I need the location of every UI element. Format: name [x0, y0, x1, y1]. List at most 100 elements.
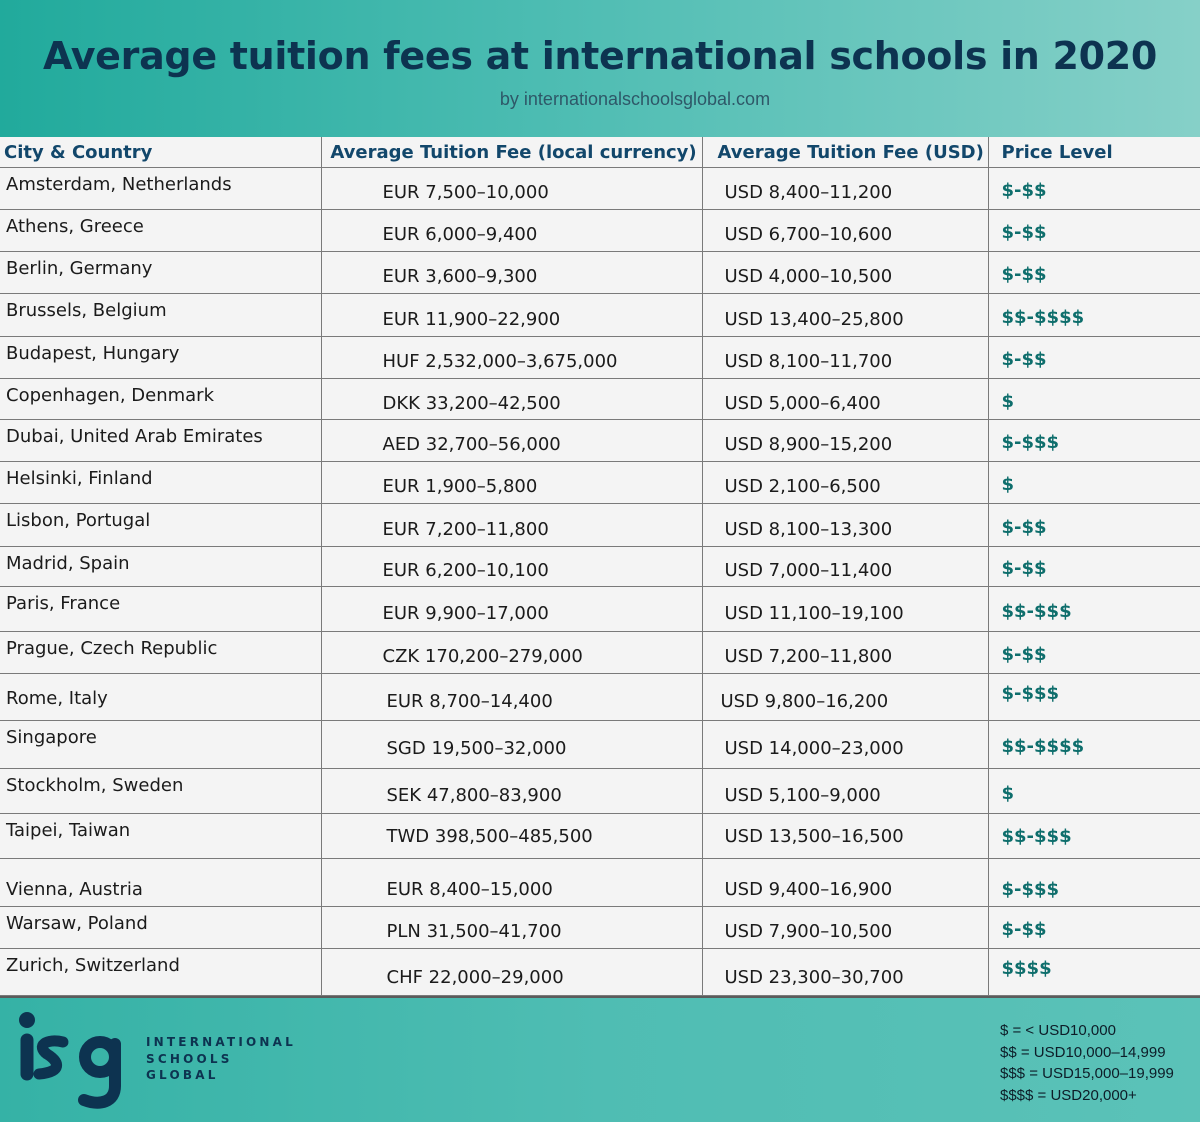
header-banner: Average tuition fees at international sc… — [0, 0, 1200, 137]
local-fee-cell: EUR 7,200–11,800 — [321, 503, 703, 547]
table-row: Warsaw, Poland PLN 31,500–41,700 USD 7,9… — [0, 906, 1200, 949]
table-row: Lisbon, Portugal EUR 7,200–11,800 USD 8,… — [0, 503, 1200, 547]
city-cell: Helsinki, Finland — [0, 461, 322, 504]
city-cell: Vienna, Austria — [0, 858, 322, 907]
price-level-cell: $$-$$$$ — [988, 293, 1200, 337]
usd-fee-cell: USD 7,000–11,400 — [702, 546, 989, 587]
local-fee-cell: PLN 31,500–41,700 — [321, 906, 703, 949]
price-legend: $ = < USD10,000 $$ = USD10,000–14,999 $$… — [1000, 1020, 1174, 1106]
usd-fee-cell: USD 8,400–11,200 — [702, 167, 989, 210]
table-row: Dubai, United Arab Emirates AED 32,700–5… — [0, 419, 1200, 462]
usd-fee-cell: USD 11,100–19,100 — [702, 586, 989, 632]
price-level-cell: $$$$ — [988, 948, 1200, 996]
table-row: Brussels, Belgium EUR 11,900–22,900 USD … — [0, 293, 1200, 337]
local-fee-cell: DKK 33,200–42,500 — [321, 378, 703, 420]
table-row: Helsinki, Finland EUR 1,900–5,800 USD 2,… — [0, 461, 1200, 504]
logo-line: GLOBAL — [146, 1068, 219, 1082]
local-fee-cell: SEK 47,800–83,900 — [321, 768, 703, 814]
city-cell: Prague, Czech Republic — [0, 631, 322, 674]
column-header-city: City & Country — [0, 137, 322, 168]
city-cell: Rome, Italy — [0, 673, 322, 721]
price-level-cell: $-$$$ — [988, 419, 1200, 462]
table-row: Budapest, Hungary HUF 2,532,000–3,675,00… — [0, 336, 1200, 379]
local-fee-cell: TWD 398,500–485,500 — [321, 813, 703, 859]
local-fee-cell: HUF 2,532,000–3,675,000 — [321, 336, 703, 379]
city-cell: Athens, Greece — [0, 209, 322, 252]
column-header-usd-fee: Average Tuition Fee (USD) — [702, 137, 989, 168]
usd-fee-cell: USD 13,400–25,800 — [702, 293, 989, 337]
city-cell: Amsterdam, Netherlands — [0, 167, 322, 210]
usd-fee-cell: USD 5,000–6,400 — [702, 378, 989, 420]
usd-fee-cell: USD 8,100–13,300 — [702, 503, 989, 547]
price-level-cell: $-$$ — [988, 251, 1200, 294]
usd-fee-cell: USD 8,100–11,700 — [702, 336, 989, 379]
city-cell: Berlin, Germany — [0, 251, 322, 294]
legend-item: $$ = USD10,000–14,999 — [1000, 1043, 1166, 1061]
usd-fee-cell: USD 9,800–16,200 — [702, 673, 989, 721]
usd-fee-cell: USD 6,700–10,600 — [702, 209, 989, 252]
logo-line: INTERNATIONAL — [146, 1035, 296, 1049]
usd-fee-cell: USD 23,300–30,700 — [702, 948, 989, 996]
usd-fee-cell: USD 7,200–11,800 — [702, 631, 989, 674]
legend-item: $$$$ = USD20,000+ — [1000, 1086, 1137, 1104]
usd-fee-cell: USD 7,900–10,500 — [702, 906, 989, 949]
page-title: Average tuition fees at international sc… — [42, 34, 1158, 78]
usd-fee-cell: USD 14,000–23,000 — [702, 720, 989, 769]
city-cell: Warsaw, Poland — [0, 906, 322, 949]
price-level-cell: $-$$ — [988, 906, 1200, 949]
table-row: Madrid, Spain EUR 6,200–10,100 USD 7,000… — [0, 546, 1200, 587]
city-cell: Stockholm, Sweden — [0, 768, 322, 814]
page-subtitle: by internationalschoolsglobal.com — [499, 89, 771, 109]
table-row: Zurich, Switzerland CHF 22,000–29,000 US… — [0, 948, 1200, 996]
local-fee-cell: EUR 7,500–10,000 — [321, 167, 703, 210]
local-fee-cell: EUR 6,200–10,100 — [321, 546, 703, 587]
column-header-price-level: Price Level — [988, 137, 1200, 168]
city-cell: Taipei, Taiwan — [0, 813, 322, 859]
tuition-table: City & Country Average Tuition Fee (loca… — [0, 137, 1200, 996]
table-row: Stockholm, Sweden SEK 47,800–83,900 USD … — [0, 768, 1200, 814]
local-fee-cell: CHF 22,000–29,000 — [321, 948, 703, 996]
footer-banner: INTERNATIONAL SCHOOLS GLOBAL $ = < USD10… — [0, 996, 1200, 1122]
usd-fee-cell: USD 5,100–9,000 — [702, 768, 989, 814]
table-row: Singapore SGD 19,500–32,000 USD 14,000–2… — [0, 720, 1200, 769]
local-fee-cell: EUR 6,000–9,400 — [321, 209, 703, 252]
usd-fee-cell: USD 4,000–10,500 — [702, 251, 989, 294]
local-fee-cell: EUR 3,600–9,300 — [321, 251, 703, 294]
local-fee-cell: AED 32,700–56,000 — [321, 419, 703, 462]
table-row: Copenhagen, Denmark DKK 33,200–42,500 US… — [0, 378, 1200, 420]
city-cell: Zurich, Switzerland — [0, 948, 322, 996]
usd-fee-cell: USD 2,100–6,500 — [702, 461, 989, 504]
city-cell: Lisbon, Portugal — [0, 503, 322, 547]
table-row: Amsterdam, Netherlands EUR 7,500–10,000 … — [0, 167, 1200, 210]
city-cell: Madrid, Spain — [0, 546, 322, 587]
local-fee-cell: CZK 170,200–279,000 — [321, 631, 703, 674]
price-level-cell: $$-$$$ — [988, 813, 1200, 859]
price-level-cell: $-$$ — [988, 167, 1200, 210]
legend-item: $ = < USD10,000 — [1000, 1022, 1116, 1039]
column-header-local-fee: Average Tuition Fee (local currency) — [321, 137, 703, 168]
table-row: Athens, Greece EUR 6,000–9,400 USD 6,700… — [0, 209, 1200, 252]
price-level-cell: $ — [988, 768, 1200, 814]
price-level-cell: $-$$ — [988, 631, 1200, 674]
table-row: Prague, Czech Republic CZK 170,200–279,0… — [0, 631, 1200, 674]
price-level-cell: $ — [988, 461, 1200, 504]
city-cell: Singapore — [0, 720, 322, 769]
logo-wordmark: INTERNATIONAL SCHOOLS GLOBAL — [146, 1034, 296, 1084]
table-row: Rome, Italy EUR 8,700–14,400 USD 9,800–1… — [0, 673, 1200, 721]
price-level-cell: $$-$$$$ — [988, 720, 1200, 769]
table-body: Amsterdam, Netherlands EUR 7,500–10,000 … — [0, 167, 1200, 996]
price-level-cell: $-$$$ — [988, 673, 1200, 721]
price-level-cell: $-$$$ — [988, 858, 1200, 907]
local-fee-cell: EUR 9,900–17,000 — [321, 586, 703, 632]
usd-fee-cell: USD 9,400–16,900 — [702, 858, 989, 907]
city-cell: Budapest, Hungary — [0, 336, 322, 379]
legend-item: $$$ = USD15,000–19,999 — [1000, 1065, 1174, 1082]
table-row: Berlin, Germany EUR 3,600–9,300 USD 4,00… — [0, 251, 1200, 294]
city-cell: Copenhagen, Denmark — [0, 378, 322, 420]
table-row: Taipei, Taiwan TWD 398,500–485,500 USD 1… — [0, 813, 1200, 859]
city-cell: Paris, France — [0, 586, 322, 632]
price-level-cell: $-$$ — [988, 503, 1200, 547]
local-fee-cell: EUR 8,700–14,400 — [321, 673, 703, 721]
city-cell: Dubai, United Arab Emirates — [0, 419, 322, 462]
usd-fee-cell: USD 13,500–16,500 — [702, 813, 989, 859]
